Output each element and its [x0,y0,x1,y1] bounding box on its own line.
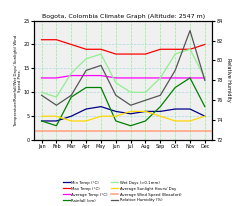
Line: Max Temp (°C): Max Temp (°C) [41,40,205,54]
Rainfall (cm) [174,86,177,89]
Max Temp (°C) [189,48,192,50]
Max Temp (°C) [40,39,43,41]
Average Temp (°C) [55,77,58,79]
Max Temp (°C) [144,53,147,55]
Rainfall (cm) [114,120,117,122]
Average Sunlight Hours/ Day [55,115,58,117]
Legend: Min Temp (°C), Max Temp (°C), Average Temp (°C), Rainfall (cm), Wet Days (>0.1mm: Min Temp (°C), Max Temp (°C), Average Te… [61,179,183,204]
Average Sunlight Hours/ Day [85,120,88,122]
Max Temp (°C) [174,48,177,50]
Min Temp (°C) [129,112,132,115]
Max Temp (°C) [114,53,117,55]
Title: Bogota, Colombia Climate Graph (Altitude: 2547 m): Bogota, Colombia Climate Graph (Altitude… [42,14,205,19]
Wet Days (>0.1mm) [114,82,117,84]
Average Temp (°C) [40,77,43,79]
Wet Days (>0.1mm) [129,91,132,94]
Line: Average Sunlight Hours/ Day: Average Sunlight Hours/ Day [41,111,205,121]
Relative Humidity (%) [85,69,88,72]
Average Wind Speed (Beaufort) [55,129,58,132]
Wet Days (>0.1mm) [189,48,192,50]
Max Temp (°C) [203,43,206,46]
Wet Days (>0.1mm) [159,77,162,79]
Min Temp (°C) [70,115,73,117]
Average Temp (°C) [129,77,132,79]
Average Temp (°C) [100,74,102,77]
Average Sunlight Hours/ Day [129,110,132,113]
Relative Humidity (%) [174,69,177,72]
Average Sunlight Hours/ Day [40,115,43,117]
Min Temp (°C) [174,108,177,110]
Relative Humidity (%) [100,64,102,67]
Average Temp (°C) [85,74,88,77]
Max Temp (°C) [85,48,88,50]
Rainfall (cm) [203,105,206,108]
Relative Humidity (%) [159,94,162,97]
Rainfall (cm) [85,86,88,89]
Relative Humidity (%) [70,94,73,97]
Average Wind Speed (Beaufort) [40,129,43,132]
Rainfall (cm) [189,77,192,79]
Wet Days (>0.1mm) [144,91,147,94]
Average Temp (°C) [144,77,147,79]
Average Temp (°C) [174,77,177,79]
Max Temp (°C) [100,48,102,50]
Min Temp (°C) [114,110,117,113]
Average Sunlight Hours/ Day [70,120,73,122]
Average Sunlight Hours/ Day [189,120,192,122]
Average Temp (°C) [70,74,73,77]
Min Temp (°C) [144,110,147,113]
Rainfall (cm) [129,124,132,127]
Line: Average Temp (°C): Average Temp (°C) [41,76,205,78]
Line: Wet Days (>0.1mm): Wet Days (>0.1mm) [41,49,205,97]
Line: Min Temp (°C): Min Temp (°C) [41,107,205,121]
Y-axis label: Temperature/Rainfall/Wet Days/ Sunlight/ Wind
Speed Prec.: Temperature/Rainfall/Wet Days/ Sunlight/… [14,35,22,126]
Line: Relative Humidity (%): Relative Humidity (%) [41,30,205,105]
Relative Humidity (%) [114,94,117,97]
Rainfall (cm) [100,86,102,89]
Max Temp (°C) [129,53,132,55]
Rainfall (cm) [70,96,73,98]
Relative Humidity (%) [189,29,192,32]
Average Sunlight Hours/ Day [100,115,102,117]
Max Temp (°C) [159,48,162,50]
Min Temp (°C) [189,108,192,110]
Relative Humidity (%) [40,94,43,97]
Wet Days (>0.1mm) [70,72,73,74]
Min Temp (°C) [100,105,102,108]
Average Sunlight Hours/ Day [114,115,117,117]
Wet Days (>0.1mm) [100,53,102,55]
Wet Days (>0.1mm) [203,77,206,79]
Rainfall (cm) [40,120,43,122]
Rainfall (cm) [55,124,58,127]
Wet Days (>0.1mm) [85,58,88,60]
Max Temp (°C) [55,39,58,41]
Wet Days (>0.1mm) [55,96,58,98]
Y-axis label: Relative Humidity: Relative Humidity [226,59,231,102]
Wet Days (>0.1mm) [174,53,177,55]
Min Temp (°C) [85,108,88,110]
Average Sunlight Hours/ Day [144,110,147,113]
Average Sunlight Hours/ Day [159,115,162,117]
Min Temp (°C) [55,120,58,122]
Average Temp (°C) [203,77,206,79]
Relative Humidity (%) [129,104,132,107]
Rainfall (cm) [144,120,147,122]
Wet Days (>0.1mm) [40,91,43,94]
Relative Humidity (%) [144,99,147,102]
Average Temp (°C) [189,77,192,79]
Min Temp (°C) [40,120,43,122]
Average Temp (°C) [114,77,117,79]
Max Temp (°C) [70,43,73,46]
Rainfall (cm) [159,105,162,108]
Relative Humidity (%) [203,79,206,82]
Line: Rainfall (cm): Rainfall (cm) [41,78,205,126]
Average Temp (°C) [159,77,162,79]
Average Sunlight Hours/ Day [174,120,177,122]
Min Temp (°C) [159,110,162,113]
Min Temp (°C) [203,115,206,117]
Relative Humidity (%) [55,104,58,107]
Average Sunlight Hours/ Day [203,115,206,117]
